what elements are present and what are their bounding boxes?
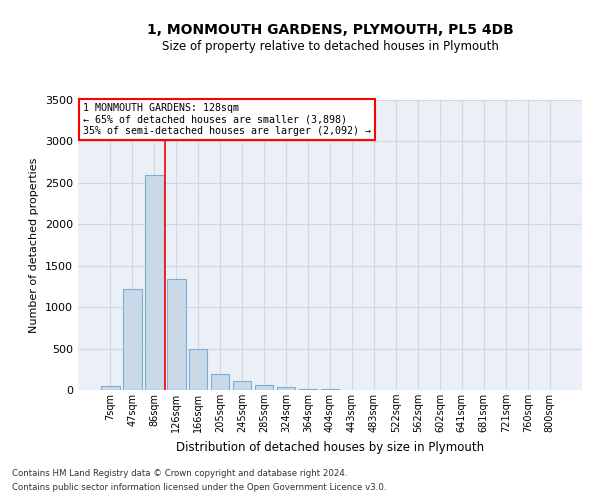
X-axis label: Distribution of detached houses by size in Plymouth: Distribution of detached houses by size … [176, 440, 484, 454]
Bar [145, 176, 164, 390]
Bar [167, 279, 185, 390]
Bar [299, 389, 317, 390]
Bar [255, 386, 274, 390]
Text: Contains HM Land Registry data © Crown copyright and database right 2024.: Contains HM Land Registry data © Crown c… [12, 468, 347, 477]
Text: Size of property relative to detached houses in Plymouth: Size of property relative to detached ho… [161, 40, 499, 53]
Bar [233, 382, 251, 390]
Y-axis label: Number of detached properties: Number of detached properties [29, 158, 40, 332]
Bar [320, 389, 340, 390]
Bar [211, 374, 229, 390]
Text: Contains public sector information licensed under the Open Government Licence v3: Contains public sector information licen… [12, 484, 386, 492]
Bar [277, 387, 295, 390]
Text: 1 MONMOUTH GARDENS: 128sqm
← 65% of detached houses are smaller (3,898)
35% of s: 1 MONMOUTH GARDENS: 128sqm ← 65% of deta… [83, 103, 371, 136]
Bar [189, 348, 208, 390]
Bar [101, 386, 119, 390]
Text: 1, MONMOUTH GARDENS, PLYMOUTH, PL5 4DB: 1, MONMOUTH GARDENS, PLYMOUTH, PL5 4DB [146, 22, 514, 36]
Bar [123, 289, 142, 390]
